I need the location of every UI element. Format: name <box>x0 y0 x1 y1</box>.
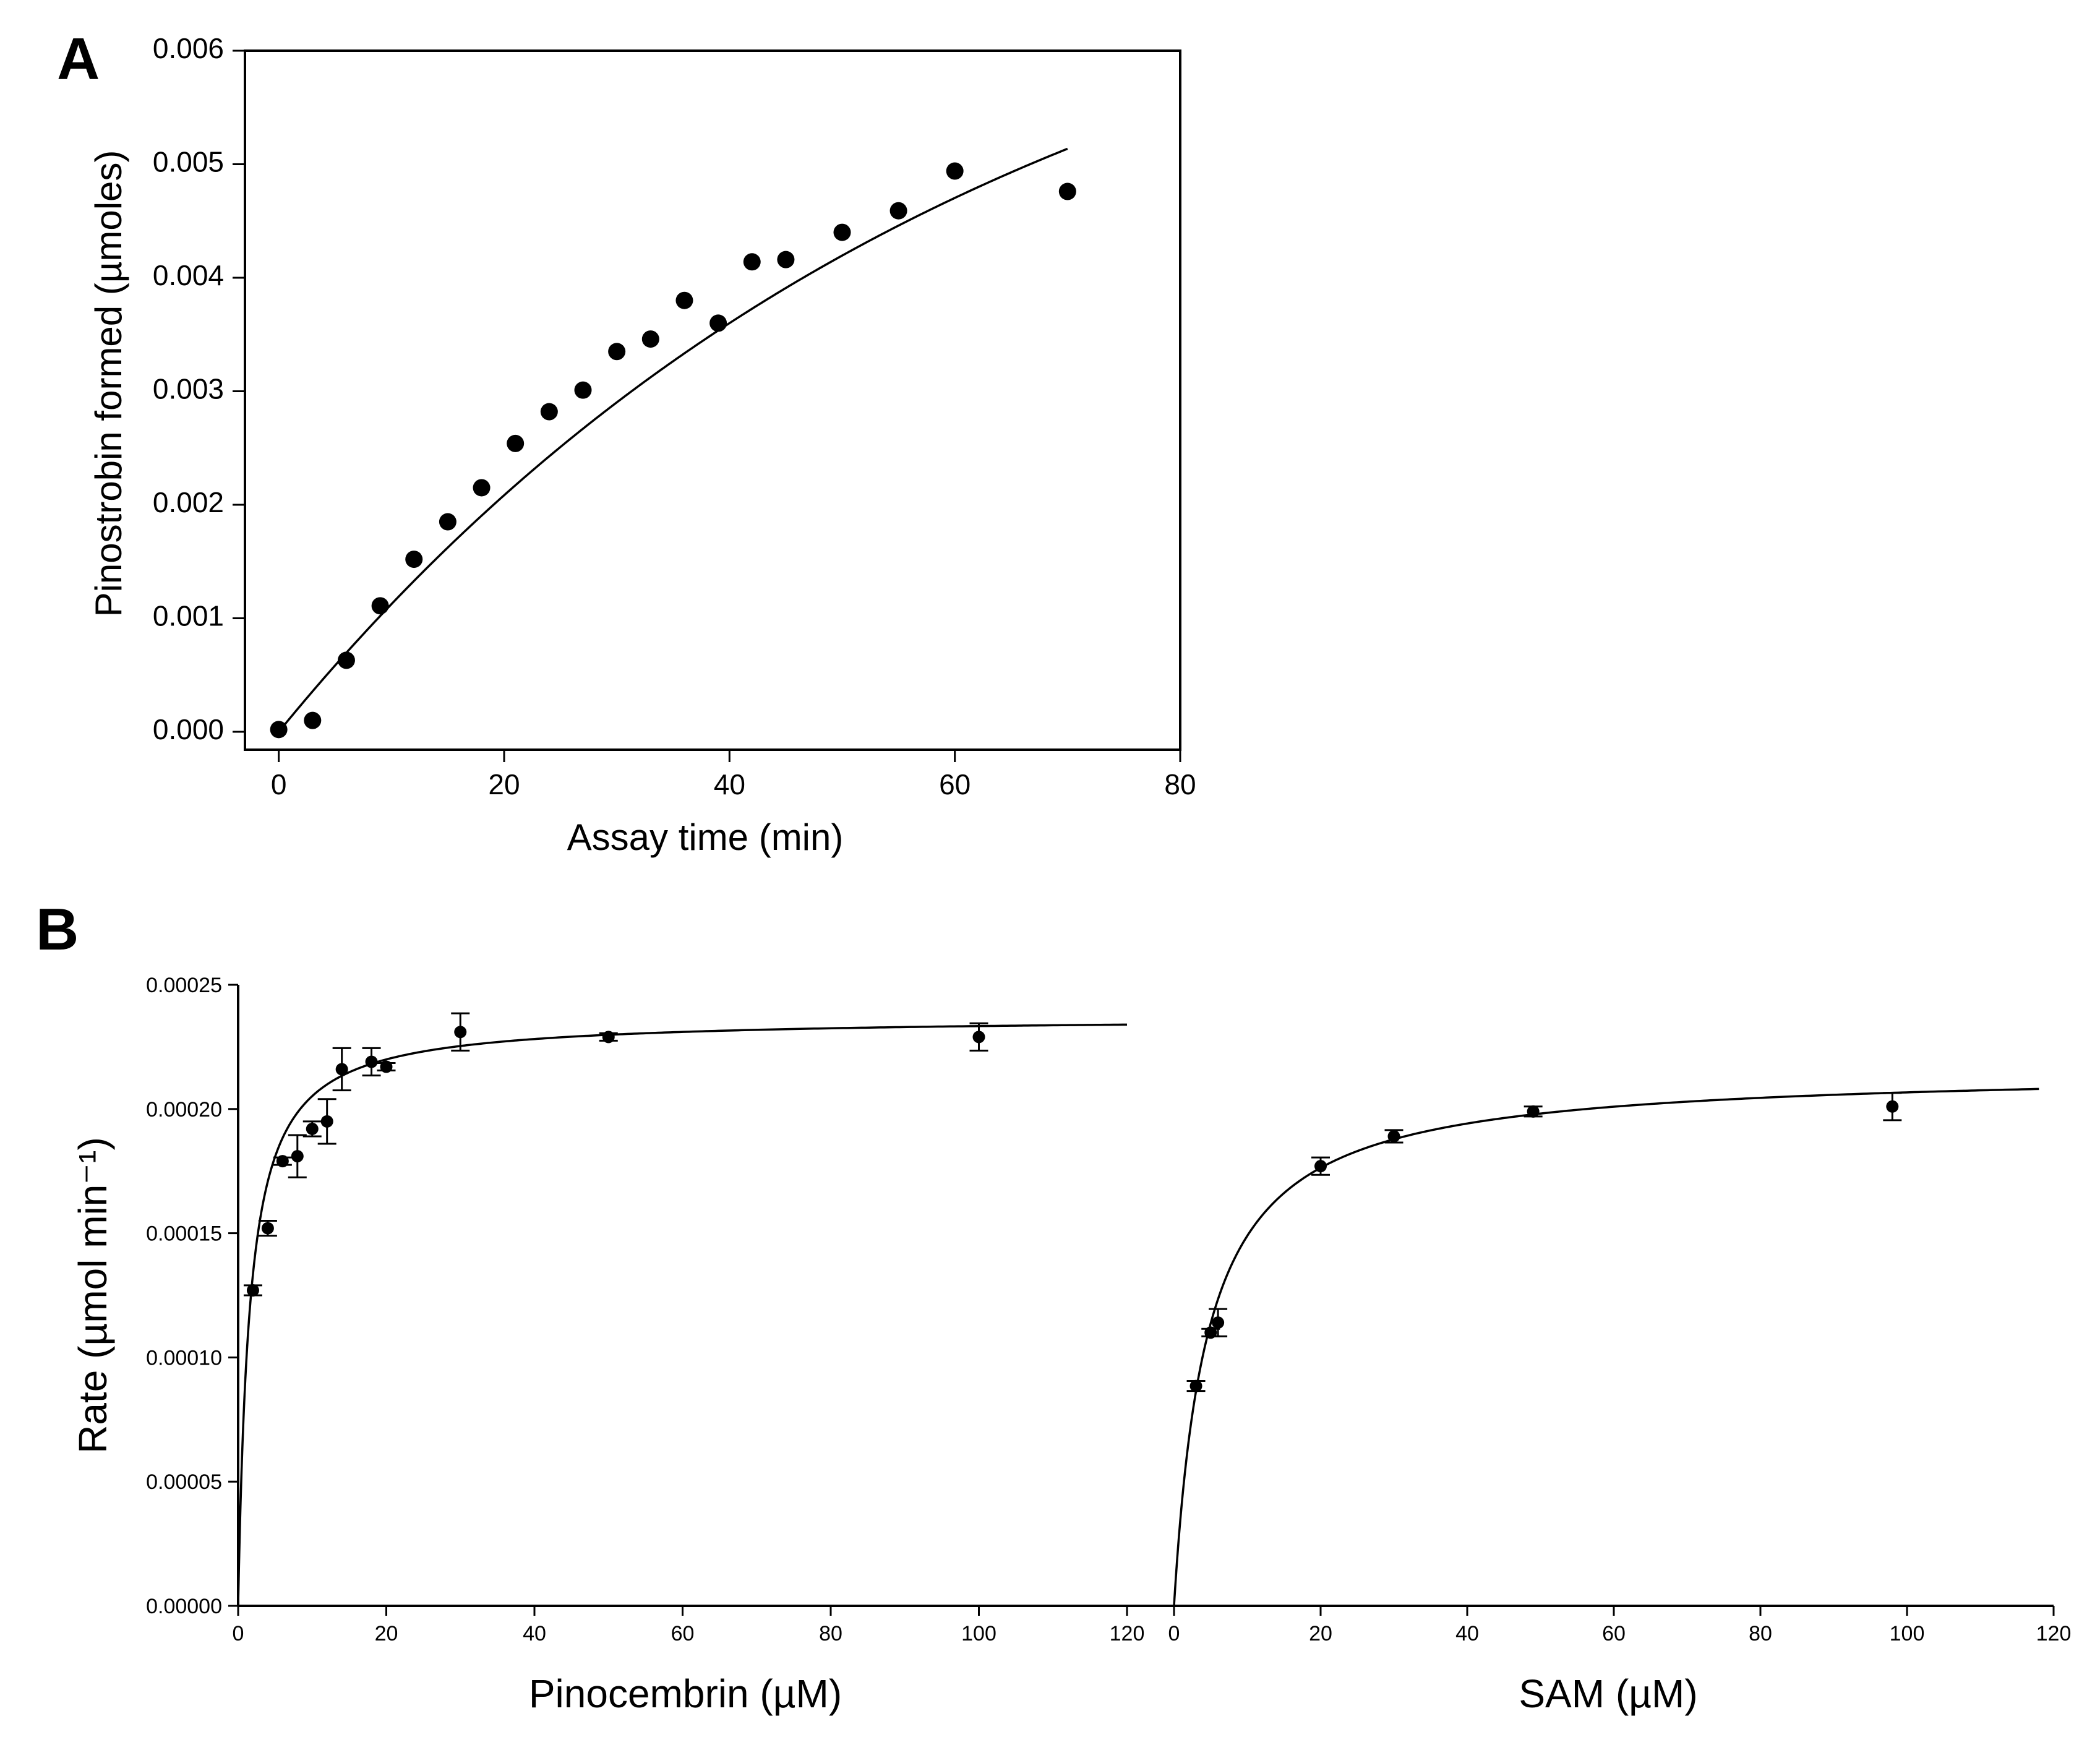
chart-b-right-data-point <box>1189 1379 1202 1392</box>
chart-b-right: 0 20 40 60 80 100 120 SAM (µM) <box>1127 1087 2072 1716</box>
chart-a-x-tick-label: 0 <box>271 768 287 800</box>
chart-a-data-point <box>270 721 288 739</box>
chart-a-y-tick-label: 0.006 <box>153 32 224 64</box>
chart-a-data-point <box>709 314 727 332</box>
chart-a-data-point <box>507 434 525 452</box>
chart-a-y-axis: 0.000 0.001 0.002 0.003 0.004 0.005 0.006 <box>153 32 245 745</box>
chart-a-y-tick-label: 0.005 <box>153 146 224 178</box>
chart-b-left-x-tick-label: 40 <box>523 1622 546 1645</box>
chart-a-y-tick-label: 0.004 <box>153 259 224 291</box>
chart-b-right-x-axis-title: SAM (µM) <box>1519 1671 1697 1716</box>
chart-b-left-y-tick-label: 0.00015 <box>146 1222 222 1246</box>
chart-b-left-data-point <box>972 1031 985 1044</box>
chart-a-data-point <box>608 343 626 361</box>
chart-b-right-x-tick-label: 100 <box>1890 1622 1925 1645</box>
chart-a-y-tick-label: 0.001 <box>153 600 224 632</box>
chart-b-right-x-tick-label: 120 <box>2036 1622 2072 1645</box>
chart-a-data-point <box>641 330 659 348</box>
chart-b-right-x-tick-label: 40 <box>1455 1622 1479 1645</box>
chart-a-x-axis-title: Assay time (min) <box>567 817 844 858</box>
chart-b-left-fit-curve <box>237 1023 1128 1606</box>
panel-a-label: A <box>57 26 100 92</box>
chart-b-left-data-point <box>291 1150 304 1163</box>
chart-a-data-point <box>439 513 456 531</box>
chart-a-y-tick-label: 0.000 <box>153 713 224 745</box>
chart-b-left-data-point <box>380 1060 393 1073</box>
chart-a-x-tick-label: 60 <box>939 768 971 800</box>
chart-b-left: 0 20 40 60 80 100 120 0.000000.000050.000100.0… <box>71 974 1144 1716</box>
chart-a-data-point <box>574 381 592 399</box>
chart-b-left-x-tick-label: 0 <box>233 1622 244 1645</box>
chart-a-data-point <box>337 651 355 669</box>
chart-b-right-x-tick-label: 0 <box>1168 1622 1180 1645</box>
chart-b-left-y-tick-label: 0.00005 <box>146 1470 222 1494</box>
chart-b-left-x-axis-title: Pinocembrin (µM) <box>529 1671 842 1716</box>
chart-b-left-x-tick-label: 20 <box>375 1622 398 1645</box>
chart-b-left-points <box>243 1012 988 1297</box>
chart-a-data-point <box>946 162 964 180</box>
chart-a-points <box>270 162 1076 739</box>
chart-b-left-data-point <box>246 1284 259 1297</box>
chart-b-left-x-tick-label: 80 <box>819 1622 842 1645</box>
chart-a-y-tick-label: 0.003 <box>153 373 224 405</box>
chart-b-left-data-point <box>276 1155 289 1168</box>
chart-b-left-y-axis-title: Rate (µmol min⁻¹) <box>71 1137 115 1454</box>
chart-a-x-axis: 0 20 40 60 80 <box>271 750 1196 800</box>
chart-a-x-tick-label: 40 <box>714 768 745 800</box>
chart-b-left-x-tick-label: 60 <box>671 1622 695 1645</box>
chart-a-fit-curve <box>278 147 1068 733</box>
chart-b-left-y-tick-label: 0.00000 <box>146 1595 222 1618</box>
chart-b-left-y-axis: 0.00000 0.00005 0.00010 0.00015 0.00020 0.000… <box>146 974 238 1618</box>
chart-a-data-point <box>405 551 423 568</box>
chart-b-left-data-point <box>454 1026 467 1039</box>
chart-a-data-point <box>675 291 693 309</box>
chart-b-left-y-tick-label: 0.00020 <box>146 1098 222 1122</box>
chart-b-right-x-tick-label: 20 <box>1309 1622 1332 1645</box>
chart-b-left-y-tick-label: 0.00010 <box>146 1346 222 1370</box>
chart-a-y-axis-title: Pinostrobin formed (µmoles) <box>88 150 129 617</box>
chart-a-x-tick-label: 20 <box>488 768 520 800</box>
chart-b-right-x-axis: 0 20 40 60 80 100 120 <box>1168 1606 2072 1645</box>
chart-b-right-x-tick-label: 60 <box>1602 1622 1626 1645</box>
chart-b-right-data-point <box>1212 1316 1225 1329</box>
panel-b-label: B <box>36 896 79 963</box>
chart-b-left-data-point <box>602 1031 615 1044</box>
chart-a-data-point <box>889 202 907 220</box>
chart-a-data-point <box>743 253 761 271</box>
chart-b-left-y-tick-label: 0.00025 <box>146 974 222 997</box>
chart-a-data-point <box>473 479 491 497</box>
chart-b-right-data-point <box>1387 1130 1400 1143</box>
chart-a: 0 20 40 60 80 0.000 0.001 0.002 0.003 0.004 0.005… <box>88 32 1196 858</box>
chart-a-y-tick-label: 0.002 <box>153 486 224 518</box>
chart-b-left-x-tick-label: 120 <box>1110 1622 1145 1645</box>
chart-a-data-point <box>304 711 322 729</box>
chart-b-left-data-point <box>306 1122 319 1135</box>
chart-b-right-points <box>1186 1092 1902 1392</box>
chart-b-right-data-point <box>1314 1160 1327 1173</box>
chart-b-right-fit-curve <box>1173 1087 2039 1606</box>
chart-b-left-data-point <box>320 1115 333 1128</box>
chart-b-right-data-point <box>1527 1105 1540 1118</box>
chart-a-data-point <box>1058 182 1076 200</box>
chart-a-x-tick-label: 80 <box>1164 768 1196 800</box>
chart-b-left-x-axis: 0 20 40 60 80 100 120 <box>233 1606 1145 1645</box>
chart-b-left-data-point <box>365 1055 378 1068</box>
chart-a-data-point <box>833 223 851 241</box>
chart-a-data-point <box>371 597 389 615</box>
chart-b-left-data-point <box>261 1222 274 1235</box>
chart-b-left-data-point <box>335 1063 348 1076</box>
chart-b-right-x-tick-label: 80 <box>1749 1622 1772 1645</box>
chart-a-frame <box>244 49 1181 751</box>
chart-a-data-point <box>540 403 558 421</box>
chart-a-data-point <box>777 251 795 268</box>
chart-b-left-x-tick-label: 100 <box>961 1622 996 1645</box>
chart-b-right-data-point <box>1886 1100 1899 1113</box>
